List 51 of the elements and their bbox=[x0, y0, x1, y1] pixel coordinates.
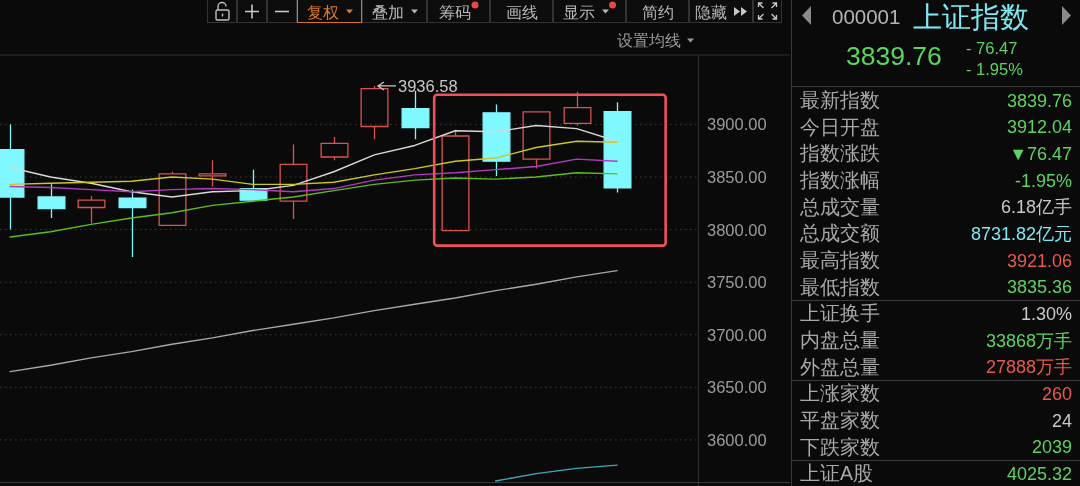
row-value: 260 bbox=[1041, 383, 1072, 404]
row-value: 4025.32 bbox=[1006, 463, 1072, 484]
annotation: 3936.58 bbox=[398, 76, 458, 95]
toolbar-button-label: 画线 bbox=[505, 3, 538, 21]
y-tick-label: 3900.00 bbox=[707, 115, 767, 134]
y-tick-label: 3650.00 bbox=[707, 378, 767, 397]
row-label: 平盘家数 bbox=[800, 409, 880, 432]
row-value: 3921.06 bbox=[1006, 250, 1072, 271]
toolbar-button-label: 复权 bbox=[307, 3, 339, 21]
row-value: 3835.36 bbox=[1006, 277, 1072, 298]
toolbar-button-label: 叠加 bbox=[372, 3, 404, 21]
row-value: 3912.04 bbox=[1006, 117, 1072, 138]
y-tick-label: 3750.00 bbox=[707, 273, 767, 292]
row-label: 上涨家数 bbox=[800, 382, 880, 405]
y-tick-label: 3800.00 bbox=[707, 220, 767, 239]
row-value: 2039 bbox=[1031, 437, 1072, 458]
y-tick-label: 3600.00 bbox=[707, 430, 767, 449]
toolbar-button-label: 筹码 bbox=[438, 3, 471, 21]
row-value: 33868万手 bbox=[985, 330, 1072, 351]
row-value: 1.30% bbox=[1020, 303, 1072, 324]
row-value: 8731.82亿元 bbox=[970, 223, 1072, 244]
row-label: 今日开盘 bbox=[800, 115, 880, 138]
row-value: 3839.76 bbox=[1006, 90, 1072, 111]
y-tick-label: 3700.00 bbox=[707, 325, 767, 344]
header-value: - 1.95% bbox=[966, 59, 1023, 78]
toolbar-button-label: 隐藏 bbox=[695, 3, 727, 21]
toolbar-button-label: 显示 bbox=[563, 3, 595, 21]
row-value: 27888万手 bbox=[985, 357, 1072, 378]
row-label: 总成交额 bbox=[800, 222, 880, 245]
y-tick-label: 3850.00 bbox=[707, 168, 767, 186]
row-value: -1.95% bbox=[1014, 170, 1072, 191]
ma-settings-label: 设置均线 bbox=[617, 32, 681, 49]
row-label: 指数涨幅 bbox=[800, 169, 880, 191]
row-label: 下跌家数 bbox=[800, 435, 880, 458]
row-label: 指数涨跌 bbox=[800, 142, 880, 165]
row-label: 外盘总量 bbox=[800, 355, 880, 378]
row-label: 上证A股 bbox=[800, 462, 873, 485]
row-value: 6.18亿手 bbox=[1000, 197, 1072, 218]
row-label: 最高指数 bbox=[800, 249, 880, 271]
header-value: - 76.47 bbox=[966, 39, 1018, 57]
row-label: 内盘总量 bbox=[800, 329, 880, 352]
row-label: 最新指数 bbox=[800, 89, 880, 111]
subtitle: 000001 bbox=[832, 4, 901, 28]
row-label: 上证换手 bbox=[800, 302, 880, 325]
row-label: 总成交量 bbox=[800, 195, 880, 218]
toolbar-button-label: 简约 bbox=[641, 3, 674, 21]
header-value: 3839.76 bbox=[846, 41, 942, 71]
row-value: ▼76.47 bbox=[1009, 143, 1072, 164]
row-label: 最低指数 bbox=[800, 275, 880, 298]
title: 上证指数 bbox=[913, 0, 1029, 33]
row-value: 24 bbox=[1051, 410, 1072, 431]
